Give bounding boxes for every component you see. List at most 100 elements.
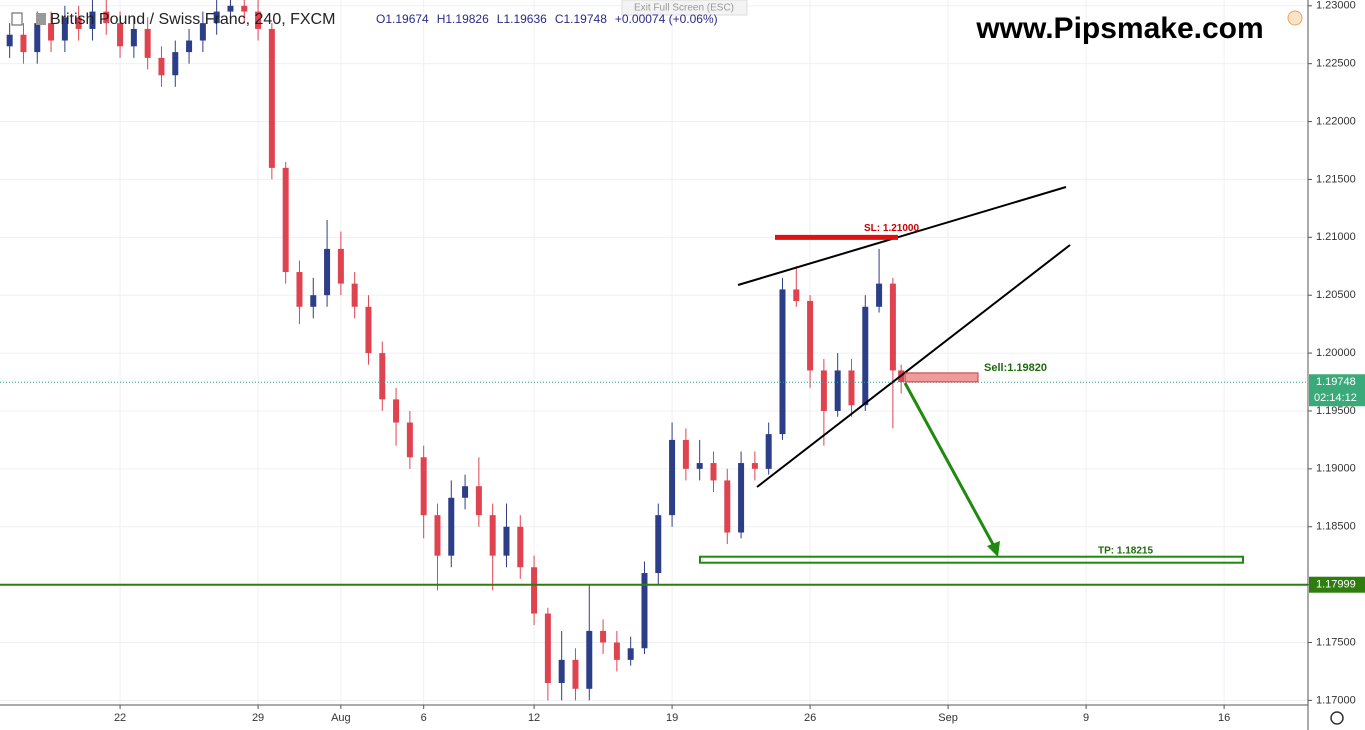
candle-body (655, 515, 662, 574)
candle-body (724, 480, 731, 533)
candle-body (807, 300, 814, 371)
last-price-label: 1.19748 (1316, 376, 1356, 388)
x-tick-label: 16 (1218, 712, 1230, 724)
banner-box[interactable] (621, 0, 748, 16)
candle-body (793, 289, 800, 301)
candle-body (365, 306, 372, 354)
candle-body (393, 399, 400, 423)
candle-body (696, 463, 703, 469)
trend-line-lower (756, 244, 1071, 488)
candle-body (475, 486, 482, 516)
candle-body (600, 630, 607, 643)
candle-body (337, 248, 344, 284)
candle-body (420, 457, 427, 516)
arrow-head (987, 541, 1000, 557)
y-tick-label: 1.18500 (1316, 521, 1356, 533)
y-tick-label: 1.19500 (1316, 405, 1356, 417)
candle-body (186, 40, 193, 53)
candle-body (531, 567, 538, 614)
take-profit-zone (699, 555, 1244, 564)
candle-body (779, 289, 786, 435)
y-tick-label: 1.22000 (1316, 115, 1356, 127)
ohlc-value: C1.19748 (555, 12, 607, 26)
candles (6, 0, 905, 701)
candle-body (296, 272, 303, 307)
candle-body (572, 659, 579, 689)
overlay: SL: 1.21000 Sell:1.19820 TP: 1.18215 (0, 223, 1308, 586)
candle-body (241, 5, 248, 12)
support-price-box (1309, 576, 1365, 593)
candle-body (199, 23, 206, 41)
x-tick-label: Sep (938, 712, 958, 724)
sell-label: Sell:1.19820 (984, 362, 1047, 374)
y-tick-label: 1.20500 (1316, 289, 1356, 301)
x-tick-label: 29 (252, 712, 264, 724)
y-tick-label: 1.21000 (1316, 231, 1356, 243)
candle-body (558, 659, 565, 684)
candle-body (876, 283, 883, 307)
candle-body (6, 34, 13, 47)
candle-body (61, 17, 68, 41)
y-tick-label: 1.21500 (1316, 173, 1356, 185)
candle-body (517, 526, 524, 568)
ohlc-value: L1.19636 (497, 12, 547, 26)
exit-fullscreen[interactable]: Exit Full Screen (ESC) (634, 3, 734, 14)
support-price-label: 1.17999 (1316, 579, 1356, 591)
last-price-box (1309, 374, 1365, 407)
price-axis-panel (1308, 0, 1365, 730)
x-tick-label: Aug (331, 712, 351, 724)
ohlc-value: O1.19674 (376, 12, 429, 26)
candle-body (213, 11, 220, 24)
candle-body (144, 28, 151, 58)
candle-body (130, 28, 137, 47)
candle-body (172, 52, 179, 76)
candle-body (406, 422, 413, 458)
candle-body (255, 11, 262, 29)
y-tick-label: 1.19000 (1316, 463, 1356, 475)
x-tick-label: 12 (528, 712, 540, 724)
candle-body (324, 248, 331, 296)
candle-body (158, 57, 165, 76)
alert-icon[interactable] (1287, 10, 1303, 26)
stop-loss-label: SL: 1.21000 (864, 223, 919, 234)
x-tick-label: 26 (804, 712, 816, 724)
candle-body (48, 23, 55, 41)
ohlc-value: +0.00074 (+0.06%) (615, 12, 718, 26)
candle-body (268, 28, 275, 168)
candle-body (820, 370, 827, 411)
candle-body (503, 526, 510, 556)
candle-body (613, 642, 620, 660)
candle-body (834, 370, 841, 411)
candle-body (462, 486, 469, 498)
candle-body (34, 23, 41, 53)
x-tick-label: 19 (666, 712, 678, 724)
y-tick-label: 1.17000 (1316, 694, 1356, 706)
settings-icon[interactable] (1330, 711, 1344, 725)
collapse-icon[interactable] (11, 12, 23, 26)
candle-body (434, 515, 441, 556)
x-tick-label: 22 (114, 712, 126, 724)
candle-body (765, 434, 772, 469)
candle-body (227, 5, 234, 12)
candle-body (103, 11, 110, 24)
watermark: www.Pipsmake.com (975, 12, 1263, 45)
candle-body (117, 23, 124, 47)
candle-body (75, 17, 82, 29)
candle-body (89, 11, 96, 29)
y-tick-label: 1.22500 (1316, 58, 1356, 70)
candle-body (848, 370, 855, 406)
candle-body (489, 515, 496, 556)
sell-zone (904, 372, 979, 383)
x-tick-label: 6 (421, 712, 427, 724)
trend-line-upper (737, 186, 1067, 286)
candle-body (862, 306, 869, 406)
candle-body (627, 648, 634, 660)
arrow-shaft (903, 382, 997, 549)
candle-body (682, 439, 689, 469)
symbol-icon (36, 13, 46, 25)
candle-body (751, 463, 758, 469)
candle-body (738, 463, 745, 533)
y-tick-label: 1.20000 (1316, 347, 1356, 359)
